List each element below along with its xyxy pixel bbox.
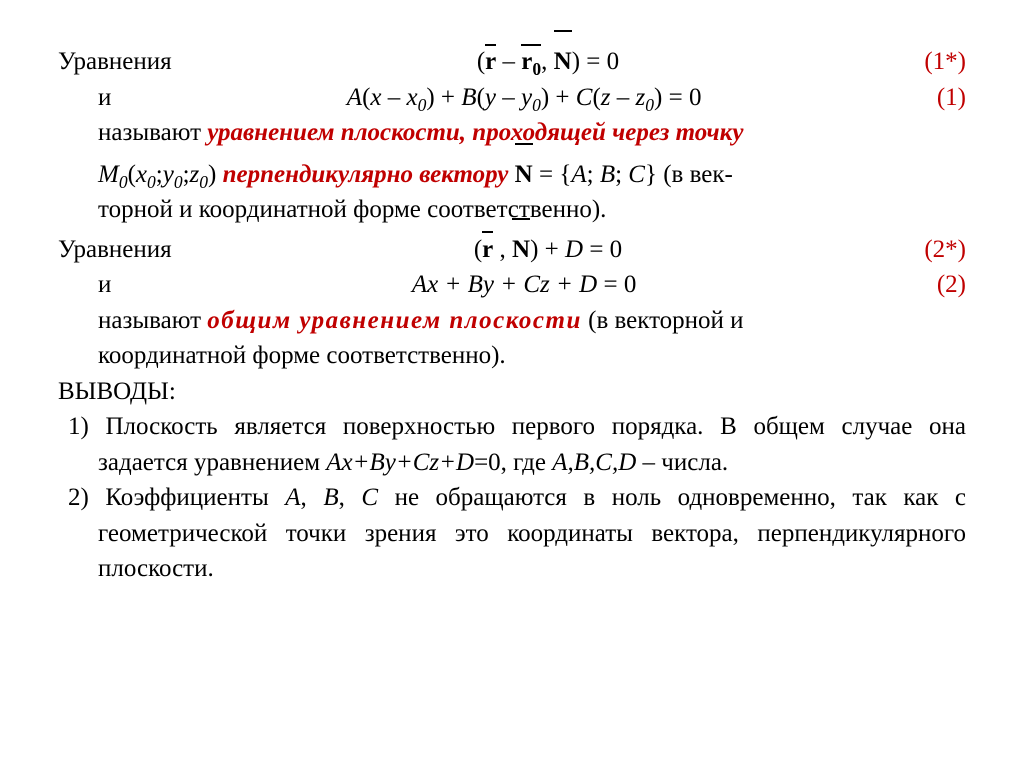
eq2-C: C [576, 84, 593, 111]
eq2-y0: 0 [532, 95, 541, 115]
eq7-eq0: = 0 [597, 271, 636, 298]
eq2-plus2: ) + [541, 84, 576, 111]
l4-C: C [628, 161, 645, 188]
l11-b: Ax+By+Cz+D [326, 449, 474, 476]
eq6-center: (r , N) + D = 0 [172, 232, 925, 268]
l10-a: ВЫВОДЫ: [58, 378, 176, 405]
m0-z: z [190, 161, 200, 188]
eq2-p3: ( [592, 84, 600, 111]
m0-s1: ; [156, 161, 163, 188]
l9-a: координатной форме соответственно). [98, 342, 506, 369]
l8-b: общим уравнением плоскости [207, 307, 582, 334]
eq6-comma: , [493, 236, 512, 263]
equation-row-2: и Ax + By + Cz + D = 0 (2) [58, 267, 966, 303]
m0-y0: 0 [174, 172, 183, 192]
m0-z0: 0 [199, 172, 208, 192]
l4-B: B [600, 161, 615, 188]
l12-a: 2) Коэффициенты [68, 484, 285, 511]
eq7-label: и [98, 267, 111, 303]
m0-open: ( [128, 161, 136, 188]
m0-close: ) [208, 161, 223, 188]
eq1-close: ) = 0 [572, 48, 619, 75]
eq6-number: (2*) [924, 232, 966, 268]
eq1-minus: – [496, 48, 521, 75]
l4-eq: = { [533, 161, 572, 188]
eq6-label: Уравнения [58, 232, 172, 268]
eq2-z: z – z [601, 84, 645, 111]
text-line-5: торной и координатной форме соответствен… [58, 192, 966, 228]
l4-cb: } [645, 161, 657, 188]
vector-r0-r: r [521, 48, 532, 75]
vector-n-1: N [554, 44, 572, 80]
l12-e: , [339, 484, 362, 511]
l12-b: A [285, 484, 300, 511]
l3-b: уравнением плоскости, проходящей через т… [207, 119, 743, 146]
l8-a: называют [98, 307, 207, 334]
m0-y: y [163, 161, 174, 188]
eq7-number: (2) [937, 267, 966, 303]
eq2-A: A [347, 84, 362, 111]
m0-x: x [136, 161, 147, 188]
eq2-label: и [98, 80, 111, 116]
vector-r0: r0 [521, 44, 541, 80]
vector-r0-sub: 0 [532, 59, 541, 79]
vector-n-3: N [512, 232, 530, 268]
m0-s2: ; [183, 161, 190, 188]
text-line-8: называют общим уравнением плоскости (в в… [58, 303, 966, 339]
vector-n-2: N [515, 157, 533, 193]
eq2-B: B [461, 84, 476, 111]
conclusion-item-2: 2) Коэффициенты A, B, C не обращаются в … [58, 480, 966, 587]
equation-row-2star: Уравнения (r , N) + D = 0 (2*) [58, 232, 966, 268]
text-line-9: координатной форме соответственно). [58, 338, 966, 374]
l4-s2: ; [615, 161, 628, 188]
eq6-plus: ) + [530, 236, 565, 263]
l3-a: называют [98, 119, 207, 146]
l4-perp: перпендикулярно вектору [223, 161, 509, 188]
m0-M: M [98, 161, 119, 188]
eq2-x: x – x [370, 84, 417, 111]
eq7-expr: Ax + By + Cz + D [412, 271, 597, 298]
m0-x0: 0 [147, 172, 156, 192]
eq1-label: Уравнения [58, 44, 172, 80]
heading-conclusions: ВЫВОДЫ: [58, 374, 966, 410]
eq2-plus1: ) + [426, 84, 461, 111]
eq6-open: ( [474, 236, 482, 263]
vector-r: r [485, 44, 496, 80]
eq6-D: D [565, 236, 583, 263]
eq1-open: ( [477, 48, 485, 75]
eq1-center: (r – r0, N) = 0 [172, 44, 925, 80]
equation-row-1: и A(x – x0) + B(y – y0) + C(z – z0) = 0 … [58, 80, 966, 116]
text-line-4: M0(x0;y0;z0) перпендикулярно вектору N =… [58, 157, 966, 193]
eq2-number: (1) [937, 80, 966, 116]
l8-c: (в векторной и [582, 307, 744, 334]
l4-A: A [571, 161, 586, 188]
l12-d: B [323, 484, 338, 511]
eq7-center: Ax + By + Cz + D = 0 [111, 267, 936, 303]
eq6-eq0: = 0 [583, 236, 622, 263]
eq2-y: y – y [485, 84, 532, 111]
point-m0: M0(x0;y0;z0) [98, 161, 223, 188]
l5-a: торной и координатной форме соответствен… [98, 196, 606, 223]
eq2-center: A(x – x0) + B(y – y0) + C(z – z0) = 0 [111, 80, 936, 116]
eq2-eq0: ) = 0 [654, 84, 701, 111]
l12-c: , [301, 484, 324, 511]
conclusion-item-1: 1) Плоскость является поверхностью перво… [58, 409, 966, 480]
eq1-number: (1*) [924, 44, 966, 80]
l4-s1: ; [587, 161, 600, 188]
eq2-p2: ( [477, 84, 485, 111]
l11-e: – числа. [636, 449, 728, 476]
vector-r-2: r [482, 232, 493, 268]
eq2-z0: 0 [645, 95, 654, 115]
slide-content: Уравнения (r – r0, N) = 0 (1*) и A(x – x… [0, 0, 1024, 587]
l11-d: A,B,C,D [552, 449, 636, 476]
eq1-comma: , [541, 48, 554, 75]
m0-sub: 0 [119, 172, 128, 192]
equation-row-1star: Уравнения (r – r0, N) = 0 (1*) [58, 44, 966, 80]
l4-tail: (в век- [657, 161, 733, 188]
l11-c: =0, где [474, 449, 552, 476]
text-line-3: называют уравнением плоскости, проходяще… [58, 115, 966, 151]
l12-f: C [361, 484, 378, 511]
